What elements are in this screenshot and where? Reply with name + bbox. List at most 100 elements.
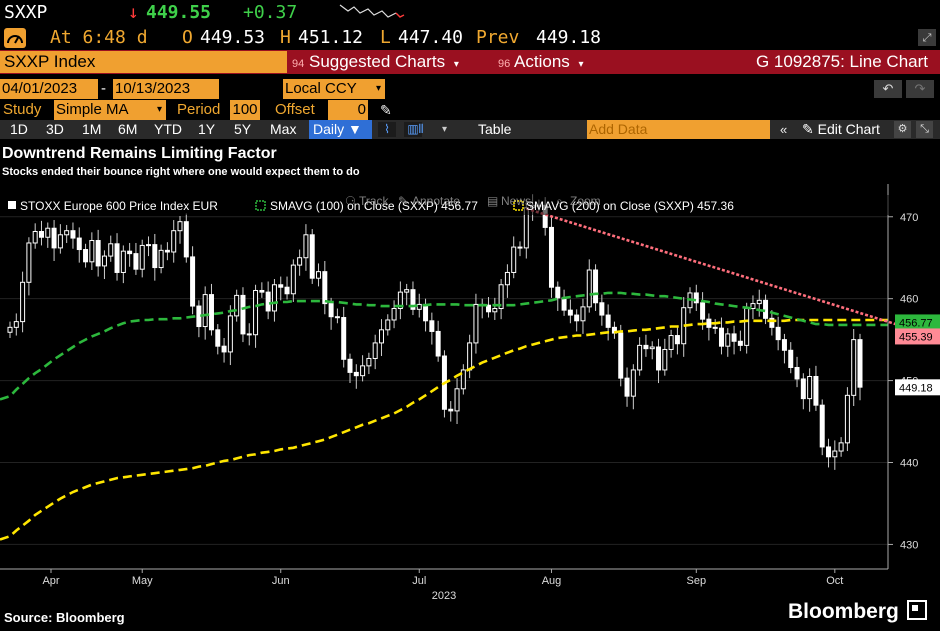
range-button-1d[interactable]: 1D	[10, 121, 28, 137]
candle-body	[548, 226, 554, 288]
overlay-tool-annotate[interactable]: ✎ Annotate	[398, 194, 460, 208]
candle-body	[32, 231, 38, 244]
candle-body	[668, 335, 674, 350]
actions-button[interactable]: 96 Actions ▾	[498, 51, 610, 73]
range-button-3d[interactable]: 3D	[46, 121, 64, 137]
offset-field[interactable]: 0	[328, 100, 368, 120]
candle-body	[737, 340, 743, 346]
candle-body	[101, 255, 107, 267]
candle-body	[511, 246, 517, 273]
candle-body	[378, 329, 384, 344]
candle-body	[158, 249, 164, 269]
end-date-field[interactable]: 10/13/2023	[113, 79, 219, 99]
prev-value: 449.18	[536, 27, 602, 48]
candle-body	[775, 326, 781, 341]
chevron-down-icon[interactable]: ▾	[442, 124, 448, 135]
expand-icon[interactable]: ⤢	[918, 29, 936, 46]
overlay-tool-track[interactable]: ⚆ Track	[345, 194, 390, 208]
candle-body	[284, 286, 290, 295]
candle-body	[731, 333, 737, 342]
candle-body	[498, 284, 504, 310]
security-field[interactable]: SXXP Index	[0, 51, 287, 73]
x-tick-label: Jun	[272, 575, 290, 587]
overlay-tool-label: Zoom	[570, 194, 601, 208]
candle-body	[183, 221, 189, 258]
low-value: 447.40	[398, 27, 464, 48]
range-button-5y[interactable]: 5Y	[234, 121, 252, 137]
redo-icon[interactable]: ↷	[906, 80, 934, 98]
candle-bars-icon[interactable]: ⦀	[418, 122, 424, 136]
range-toolbar: 1D 3D 1M 6M YTD 1Y 5Y Max Daily ▼ ⌇ ▥ ⦀ ▾ Table…	[0, 120, 940, 139]
candle-body	[303, 234, 309, 259]
settings-icon[interactable]: ⚙	[894, 121, 911, 138]
x-tick-label: Apr	[42, 575, 59, 587]
candle-body	[341, 317, 347, 360]
chevron-down-icon: ▾	[578, 59, 584, 70]
start-date-field[interactable]: 04/01/2023	[0, 79, 98, 99]
candle-body	[567, 309, 573, 316]
overlay-tool-news[interactable]: ▤ News	[487, 194, 531, 208]
overlay-tool-icon: ⌕	[556, 194, 563, 208]
candle-body	[57, 234, 63, 249]
pencil-icon[interactable]: ✎	[380, 102, 392, 118]
candle-body	[580, 306, 586, 322]
candle-body	[750, 303, 756, 310]
range-button-max[interactable]: Max	[270, 121, 297, 137]
undo-icon[interactable]: ↶	[874, 80, 902, 98]
candle-body	[800, 378, 806, 400]
candle-body	[605, 314, 611, 328]
offset-label: Offset	[275, 101, 315, 118]
last-price: 449.55	[146, 2, 212, 23]
candle-body	[45, 227, 51, 238]
candle-body	[95, 240, 101, 267]
candle-body	[844, 394, 850, 444]
x-tick-label: Aug	[542, 575, 562, 587]
study-type-field[interactable]: Simple MA ▾	[54, 100, 166, 120]
collapse-icon[interactable]: «	[780, 122, 788, 137]
x-tick-label: May	[132, 575, 153, 587]
candle-body	[139, 244, 145, 270]
candle-body	[460, 369, 466, 390]
table-button[interactable]: Table	[478, 121, 512, 137]
candle-type-icon[interactable]: ▥	[404, 122, 422, 137]
candle-body	[700, 302, 706, 320]
candle-body	[851, 339, 857, 396]
legend-price: STOXX Europe 600 Price Index EUR	[20, 199, 218, 213]
candle-body	[832, 450, 838, 458]
candle-body	[38, 231, 44, 238]
range-button-6m[interactable]: 6M	[118, 121, 138, 137]
price-chart[interactable]: 430440450460470 AprMayJunJulAugSepOct202…	[0, 184, 940, 604]
last-price-label-box	[895, 379, 940, 396]
time-label: At 6:48 d	[50, 27, 148, 48]
range-button-1y[interactable]: 1Y	[198, 121, 216, 137]
candle-body	[208, 294, 214, 331]
terminal-icon	[906, 600, 927, 620]
y-tick-label: 430	[900, 539, 918, 551]
high-value: 451.12	[298, 27, 364, 48]
frequency-dropdown[interactable]: Daily ▼	[309, 120, 372, 139]
period-field[interactable]: 100	[230, 100, 260, 120]
quote-bar: SXXP ↓ 449.55 +0.37	[0, 0, 940, 25]
date-range-bar: 04/01/2023 - 10/13/2023 Local CCY ▾ ↶ ↷	[0, 79, 940, 99]
candle-body	[435, 330, 441, 357]
candle-body	[108, 243, 114, 257]
candle-body	[253, 289, 259, 336]
date-separator: -	[101, 80, 106, 97]
range-button-ytd[interactable]: YTD	[154, 121, 182, 137]
y-axis: 430440450460470	[887, 184, 918, 569]
add-data-input[interactable]: Add Data	[587, 120, 770, 139]
candle-body	[561, 297, 567, 311]
range-button-1m[interactable]: 1M	[82, 121, 102, 137]
overlay-tool-zoom[interactable]: ⌕ Zoom	[556, 194, 601, 208]
suggested-charts-button[interactable]: 94 Suggested Charts ▾	[292, 51, 492, 73]
candle-body	[756, 299, 762, 305]
line-chart-icon[interactable]: ⌇	[378, 122, 396, 137]
currency-field[interactable]: Local CCY ▾	[283, 79, 385, 99]
candle-body	[20, 281, 26, 323]
zoom-icon[interactable]: ⤡	[916, 121, 933, 138]
candle-body	[517, 246, 523, 249]
candle-body	[127, 250, 133, 255]
candle-body	[196, 305, 202, 328]
overlay-tool-label: Track	[359, 194, 390, 208]
edit-chart-button[interactable]: ✎ Edit Chart	[802, 120, 880, 139]
